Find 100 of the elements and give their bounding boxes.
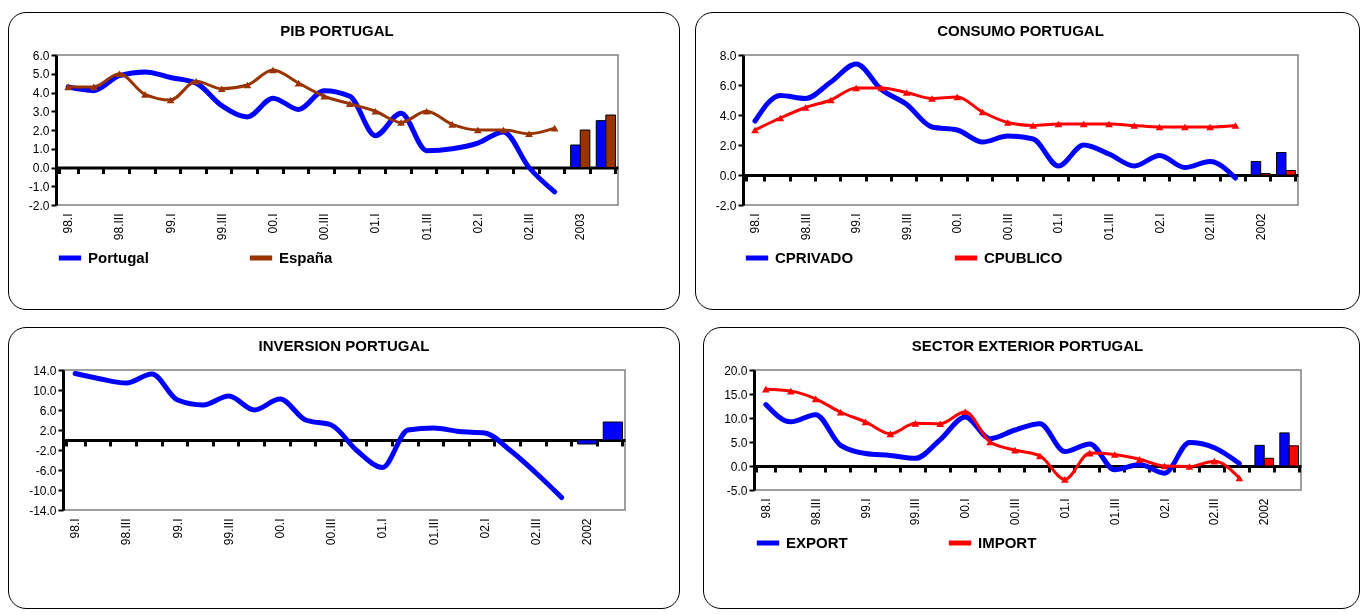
point	[422, 107, 431, 115]
x-tick-label: 01.III	[426, 518, 441, 546]
y-tick-label: 0.0	[32, 161, 50, 175]
x-tick-label: 02.III	[522, 213, 537, 241]
y-tick-label: 6.0	[719, 78, 737, 93]
point	[886, 430, 895, 438]
legend-label: CPUBLICO	[984, 249, 1063, 266]
point	[89, 83, 98, 91]
y-tick-label: -2.0	[715, 198, 737, 213]
x-tick-label: 98.I	[68, 518, 83, 539]
point	[1155, 123, 1164, 131]
x-tick-label: 01.I	[368, 213, 383, 234]
y-tick-label: 14.0	[33, 363, 57, 378]
x-tick-label: 99.I	[170, 518, 185, 539]
legend-label: CPRIVADO	[775, 249, 854, 266]
y-tick-label: 2.0	[719, 138, 737, 153]
x-tick-label: 98.I	[758, 498, 773, 519]
x-tick-label: 00.III	[324, 518, 339, 546]
y-tick-label: 4.0	[719, 108, 737, 123]
point	[1160, 462, 1169, 470]
x-tick-label: 98.III	[808, 498, 823, 526]
x-tick-label: 99.III	[214, 213, 229, 241]
x-tick-label: 98.III	[798, 213, 813, 241]
x-tick-label: 2003	[573, 213, 588, 241]
point	[166, 96, 175, 104]
y-tick-label: 0.0	[730, 459, 748, 474]
point	[1029, 122, 1038, 129]
x-tick-label: 02.III	[529, 518, 544, 546]
x-tick-label: 99.I	[163, 213, 178, 234]
point	[836, 408, 845, 416]
point	[861, 418, 870, 426]
point	[1135, 455, 1144, 463]
x-tick-label: 00.III	[1000, 213, 1015, 241]
y-tick-label: 10.0	[33, 383, 57, 398]
chart-title: CONSUMO PORTUGAL	[937, 22, 1104, 39]
point	[1210, 457, 1219, 465]
legend-label: España	[279, 249, 334, 266]
y-tick-label: -5.0	[726, 483, 748, 498]
chart-title: INVERSION PORTUGAL	[258, 337, 430, 354]
y-tick-label: -14.0	[29, 503, 57, 518]
y-tick-label: 3.0	[32, 104, 50, 119]
point	[902, 89, 911, 96]
y-tick-label: 2.0	[32, 123, 50, 138]
x-tick-label: 01.III	[1102, 213, 1116, 241]
y-tick-label: 5.0	[32, 67, 50, 82]
y-tick-label: 8.0	[719, 48, 737, 63]
y-tick-label: 1.0	[32, 142, 50, 157]
x-tick-label: 00.I	[272, 518, 287, 539]
x-tick-label: 01.I	[375, 518, 390, 539]
y-tick-label: 6.0	[39, 403, 57, 418]
x-tick-label: 02.I	[1152, 213, 1167, 234]
point	[371, 107, 380, 115]
y-tick-label: 0.0	[719, 168, 737, 183]
point	[448, 121, 457, 128]
point	[978, 108, 987, 116]
x-tick-label: 98.III	[112, 213, 127, 241]
x-tick-label: 02.I	[1157, 498, 1172, 519]
x-tick-label: 98.I	[61, 213, 76, 234]
x-tick-label: 00.I	[950, 213, 965, 234]
point	[64, 83, 73, 91]
x-tick-label: 00.I	[958, 498, 973, 519]
y-tick-label: 15.0	[724, 387, 748, 402]
x-tick-label: 99.III	[221, 518, 236, 546]
x-tick-label: 02.III	[1203, 213, 1218, 241]
y-tick-label: -2.0	[35, 443, 57, 458]
x-tick-label: 2002	[580, 518, 595, 546]
y-tick-label: 5.0	[730, 435, 748, 450]
point	[936, 420, 945, 428]
x-tick-label: 01.III	[419, 213, 434, 241]
y-tick-label: -6.0	[35, 463, 57, 478]
point	[961, 408, 970, 416]
point	[1110, 451, 1119, 458]
point	[397, 119, 405, 126]
x-tick-label: 99.III	[899, 213, 914, 241]
point	[911, 419, 920, 427]
x-tick-label: 02.III	[1207, 498, 1222, 526]
point	[320, 92, 329, 100]
point	[141, 91, 149, 98]
x-tick-label: 2002	[1253, 213, 1268, 241]
point	[1130, 122, 1139, 129]
point	[1011, 446, 1019, 454]
x-tick-label: 98.III	[119, 518, 134, 546]
x-tick-label: 00.III	[317, 213, 332, 241]
x-tick-label: 02.I	[477, 518, 492, 539]
y-tick-label: -10.0	[29, 483, 57, 498]
x-tick-label: 00.III	[1008, 498, 1023, 526]
y-tick-label: -2.0	[28, 198, 50, 213]
x-tick-label: 00.I	[265, 213, 280, 234]
point	[801, 104, 810, 111]
point	[811, 395, 820, 403]
chart-title: SECTOR EXTERIOR PORTUGAL	[911, 337, 1144, 354]
point	[761, 385, 770, 393]
x-tick-label: 99.I	[858, 498, 873, 519]
y-tick-label: 2.0	[39, 423, 57, 438]
point	[1061, 476, 1069, 483]
legend-label: EXPORT	[786, 534, 848, 551]
point	[525, 130, 533, 138]
point	[192, 77, 201, 85]
legend-label: Portugal	[88, 249, 149, 266]
x-tick-label: 01.I	[1051, 213, 1066, 234]
